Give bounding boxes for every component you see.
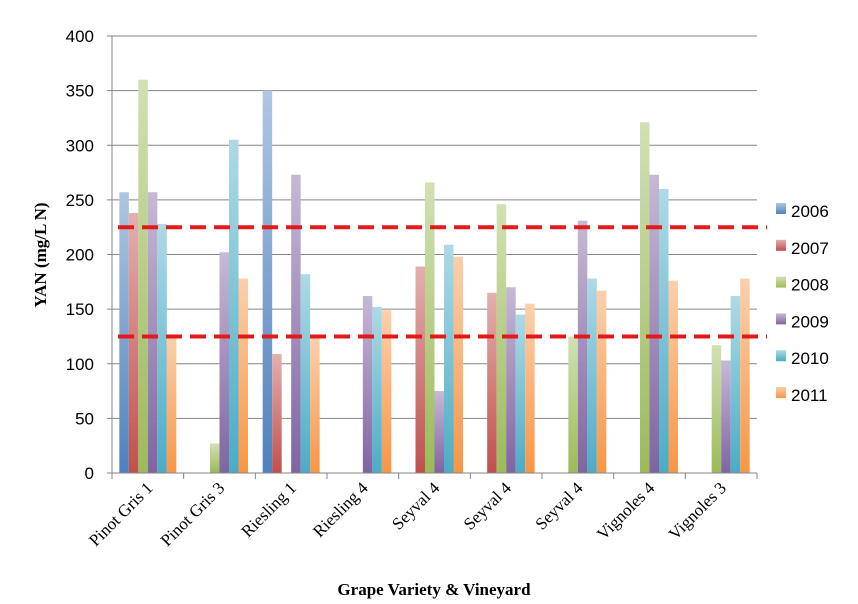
x-tick-label: Vignoles 4	[593, 478, 658, 543]
bar-2011-1	[238, 278, 248, 473]
bar-2007-4	[415, 266, 425, 473]
bar-2010-0	[157, 223, 167, 473]
y-tick-label: 100	[66, 355, 94, 374]
bar-2010-5	[515, 314, 526, 473]
x-tick-label: Seyval 4	[388, 478, 444, 534]
bar-2009-1	[219, 252, 229, 473]
bar-2009-7	[649, 174, 659, 473]
reference-lines	[118, 225, 767, 339]
x-tick-label: Seyval 4	[531, 478, 587, 534]
y-tick-label: 250	[66, 191, 94, 210]
axes	[111, 36, 758, 479]
bar-2010-8	[730, 296, 741, 473]
y-tick-labels: 0 50 100 150 200 250 300 350 400	[66, 27, 94, 483]
y-tick-label: 200	[66, 246, 94, 265]
bar-2007-5	[487, 292, 497, 473]
y-axis-title: YAN (mg/L N)	[31, 202, 50, 307]
y-tick-label: 400	[66, 27, 94, 46]
bar-2010-2	[300, 274, 311, 473]
bar-2011-7	[668, 280, 678, 473]
bar-2010-4	[444, 244, 454, 473]
bar-2008-7	[640, 122, 650, 473]
bar-2008-5	[496, 204, 507, 473]
legend: 2006 2007 2008 2009 2010 2011	[776, 202, 829, 405]
legend-swatch-2007	[776, 239, 786, 251]
x-tick-label: Seyval 4	[460, 478, 516, 534]
legend-label-2007: 2007	[791, 239, 829, 258]
x-tick-label: Vignoles 3	[665, 478, 730, 543]
bar-2008-4	[425, 182, 435, 473]
bar-2009-0	[147, 192, 158, 474]
bar-2010-6	[587, 278, 597, 473]
legend-swatch-2011	[776, 387, 786, 398]
x-tick-label: Pinot Gris 3	[157, 478, 229, 550]
y-tick-label: 350	[66, 82, 94, 101]
bars	[119, 79, 750, 474]
bar-2011-4	[453, 256, 463, 473]
y-tick-label: 150	[66, 300, 94, 319]
legend-label-2011: 2011	[791, 386, 828, 405]
bar-2006-2	[262, 90, 273, 474]
bar-2009-8	[721, 360, 731, 473]
y-tick-label: 300	[66, 136, 94, 155]
bar-2011-3	[381, 310, 392, 473]
y-tick-label: 50	[75, 409, 94, 428]
bar-2010-3	[372, 306, 382, 473]
x-tick-labels: Pinot Gris 1 Pinot Gris 3 Riesling 1 Riesli…	[85, 478, 730, 550]
bar-2008-8	[711, 345, 722, 473]
legend-swatch-2009	[776, 313, 786, 325]
legend-swatch-2008	[776, 276, 786, 288]
bar-2009-4	[434, 391, 444, 473]
x-tick-label: Riesling 4	[309, 478, 372, 541]
bar-2011-6	[596, 290, 607, 473]
bar-2010-7	[659, 188, 669, 473]
x-tick-label: Pinot Gris 1	[85, 478, 157, 550]
bar-2010-1	[229, 139, 239, 474]
x-axis-title: Grape Variety & Vineyard	[337, 580, 531, 599]
bar-2009-5	[506, 287, 516, 473]
bar-2009-2	[291, 174, 301, 473]
legend-swatch-2010	[776, 350, 786, 362]
bar-2011-5	[525, 303, 535, 473]
y-tick-label: 0	[85, 464, 94, 483]
bar-2007-0	[128, 212, 139, 474]
legend-label-2008: 2008	[791, 276, 829, 295]
bar-2006-0	[119, 192, 129, 474]
x-tick-label: Riesling 1	[237, 478, 300, 541]
bar-2011-0	[166, 336, 177, 473]
bar-2008-6	[568, 336, 578, 473]
legend-label-2006: 2006	[791, 202, 829, 221]
bar-2009-6	[577, 220, 588, 473]
bar-2008-0	[138, 79, 148, 473]
bar-2011-8	[740, 278, 750, 473]
legend-label-2010: 2010	[791, 349, 829, 368]
bar-2011-2	[310, 337, 320, 473]
bar-2008-1	[210, 443, 220, 473]
legend-swatch-2006	[776, 203, 786, 214]
legend-label-2009: 2009	[791, 312, 829, 331]
bar-2009-3	[362, 296, 373, 473]
bar-2007-2	[272, 353, 282, 473]
